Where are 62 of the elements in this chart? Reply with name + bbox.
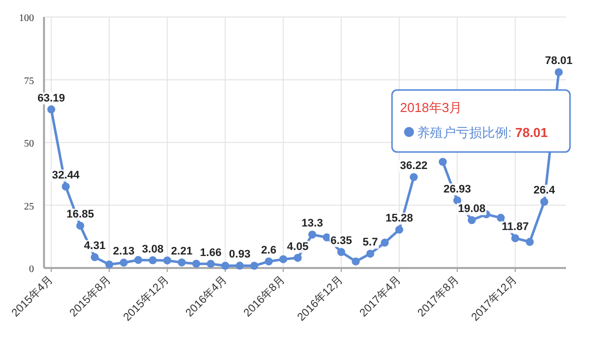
data-label: 2.21 (171, 245, 192, 258)
point (352, 257, 360, 266)
data-label: 78.01 (544, 55, 573, 68)
point (250, 262, 258, 270)
data-label: 3.08 (142, 243, 164, 256)
point (134, 256, 142, 264)
point (90, 253, 99, 262)
data-label: 36.22 (400, 160, 428, 172)
data-label: 6.35 (330, 235, 352, 248)
point (526, 238, 534, 246)
point (496, 214, 505, 222)
point (206, 260, 215, 268)
point (366, 250, 374, 258)
data-label: 15.28 (385, 212, 414, 225)
data-label: 4.31 (84, 240, 106, 252)
point (105, 260, 114, 268)
point (163, 256, 172, 264)
point (62, 182, 70, 191)
point (468, 216, 476, 224)
data-label: 1.66 (200, 246, 222, 259)
point (148, 256, 157, 264)
data-label: 13.3 (302, 218, 323, 230)
point (380, 238, 389, 247)
data-label: 32.44 (52, 170, 80, 182)
point (337, 248, 346, 256)
point (279, 255, 288, 264)
annotation: 2018年3月 (400, 100, 462, 115)
data-label: 11.87 (502, 221, 529, 234)
data-label: 5.7 (362, 236, 378, 249)
point (540, 198, 548, 206)
y-tick-label: 100 (19, 13, 34, 24)
point (264, 257, 273, 266)
point (76, 222, 84, 230)
data-label: 26.4 (534, 184, 556, 197)
point (192, 260, 200, 268)
point (511, 234, 520, 242)
point (294, 254, 302, 262)
point (453, 196, 462, 204)
point (221, 262, 230, 270)
point (438, 158, 447, 166)
y-tick-label: 25 (24, 201, 34, 212)
data-label: 16.85 (66, 208, 94, 221)
annotation: 养殖户亏损比例: 78.01 (417, 125, 548, 140)
y-tick-label: 75 (24, 76, 34, 87)
point (236, 262, 244, 270)
data-label: 26.93 (443, 183, 472, 196)
data-label: 19.08 (458, 203, 486, 216)
point (178, 258, 186, 266)
point (410, 173, 418, 182)
y-tick-label: 0 (29, 264, 34, 275)
point (554, 68, 563, 76)
data-label: 2.13 (113, 246, 134, 258)
data-label: 63.19 (37, 92, 66, 104)
data-label: 4.05 (287, 240, 308, 253)
data-label: 2.6 (261, 244, 276, 256)
data-label: 0.93 (229, 248, 250, 261)
point (47, 105, 56, 114)
point (308, 230, 316, 239)
point (395, 226, 404, 234)
y-tick-label: 50 (24, 138, 34, 150)
tooltip: 2018年3月 养殖户亏损比例: 78.01 (391, 89, 571, 153)
point (120, 258, 128, 267)
